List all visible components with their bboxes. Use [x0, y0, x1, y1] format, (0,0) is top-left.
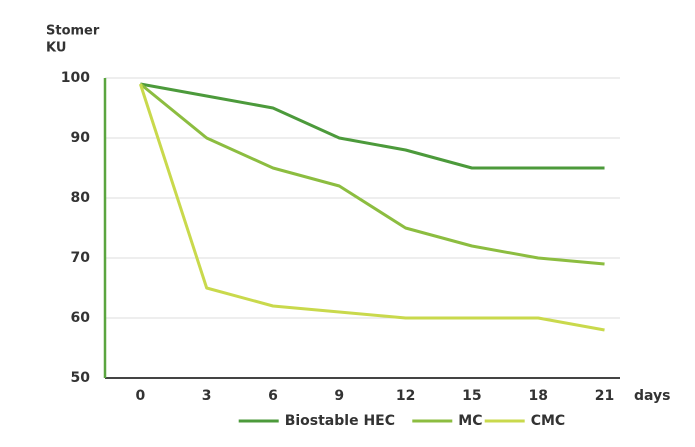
y-tick-label: 80 [71, 190, 91, 206]
x-tick-label: 9 [334, 388, 344, 404]
x-tick-label: 3 [202, 388, 212, 404]
legend-label: MC [458, 413, 482, 429]
legend-label: Biostable HEC [285, 413, 395, 429]
x-tick-label: 18 [528, 388, 547, 404]
y-axis-label: KU [46, 41, 66, 56]
y-tick-label: 60 [71, 310, 91, 326]
x-tick-label: 0 [135, 388, 145, 404]
x-tick-label: 6 [268, 388, 278, 404]
series-line [140, 82, 605, 170]
y-tick-label: 100 [61, 70, 90, 86]
x-axis-label: days [634, 388, 671, 404]
series-line [139, 82, 605, 266]
x-tick-label: 21 [595, 388, 614, 404]
y-tick-label: 90 [71, 130, 91, 146]
legend-label: CMC [531, 413, 565, 429]
y-tick-label: 50 [71, 370, 91, 386]
y-tick-label: 70 [71, 250, 91, 266]
y-axis-label: Stomer [46, 24, 100, 39]
x-tick-label: 15 [462, 388, 481, 404]
series-line [138, 83, 605, 332]
x-tick-label: 12 [396, 388, 415, 404]
